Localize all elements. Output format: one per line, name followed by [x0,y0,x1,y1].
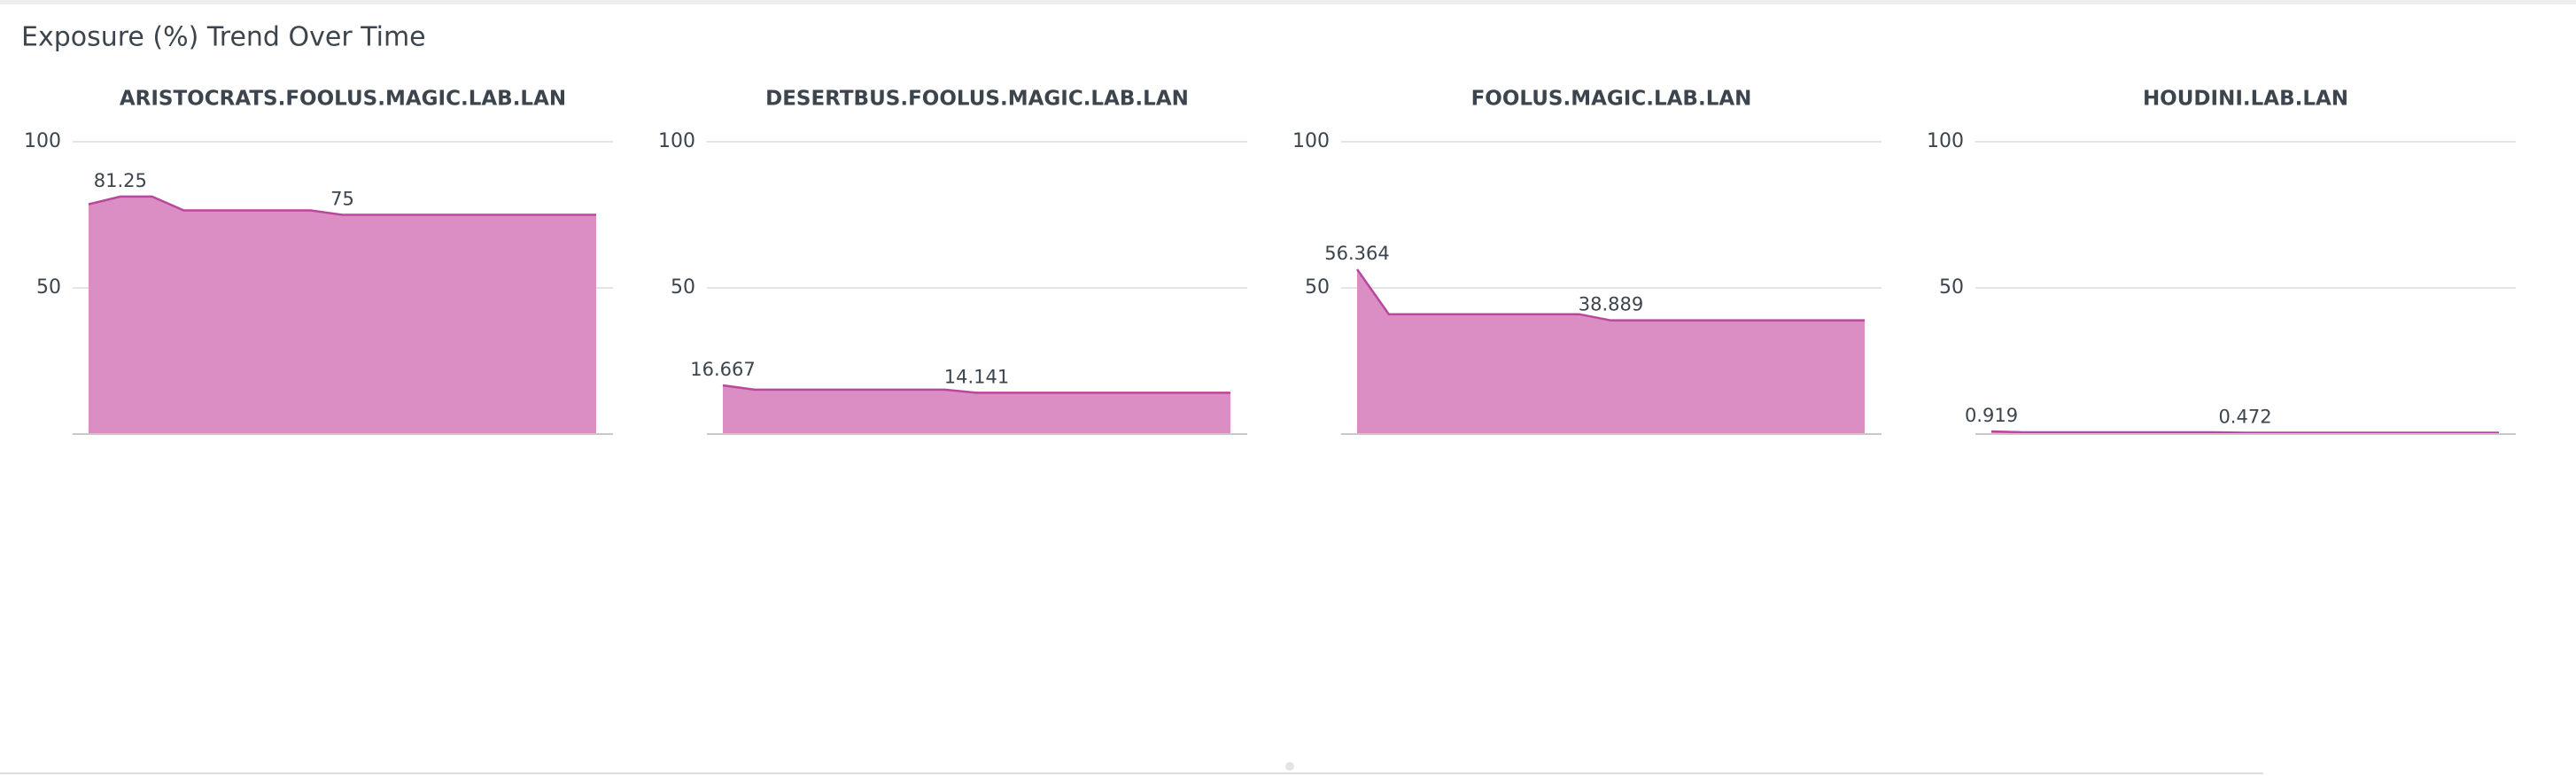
data-label: 16.667 [690,359,755,380]
area-line [88,195,596,216]
panel-title: Exposure (%) Trend Over Time [21,22,426,53]
data-label: 38.889 [1579,294,1643,315]
area-line [1355,268,1865,322]
chart-title: DESERTBUS.FOOLUS.MAGIC.LAB.LAN [765,88,1189,111]
area-line [1990,430,2499,434]
chart-title: FOOLUS.MAGIC.LAB.LAN [1471,88,1752,111]
top-bar [0,0,2576,4]
chart-title: ARISTOCRATS.FOOLUS.MAGIC.LAB.LAN [120,88,566,111]
chart-title: HOUDINI.LAB.LAN [2143,88,2348,111]
y-tick-label: 100 [24,130,61,152]
y-tick-label: 50 [36,276,61,299]
y-tick-label: 100 [658,130,695,152]
y-tick-label: 50 [1939,276,1964,299]
data-label: 81.25 [94,170,147,191]
area [1357,268,1865,434]
y-tick-label: 100 [1927,130,1964,152]
area [89,196,596,434]
y-tick-label: 100 [1292,130,1330,152]
area-line [722,384,1230,394]
data-label: 14.141 [944,366,1009,387]
resize-handle[interactable] [1285,762,1294,771]
data-label: 0.472 [2218,406,2271,427]
data-label: 0.919 [1965,405,2018,426]
y-tick-label: 50 [1305,276,1330,299]
y-tick-label: 50 [671,276,695,299]
area [723,384,1230,434]
data-label: 56.364 [1324,243,1389,264]
data-label: 75 [330,189,354,210]
